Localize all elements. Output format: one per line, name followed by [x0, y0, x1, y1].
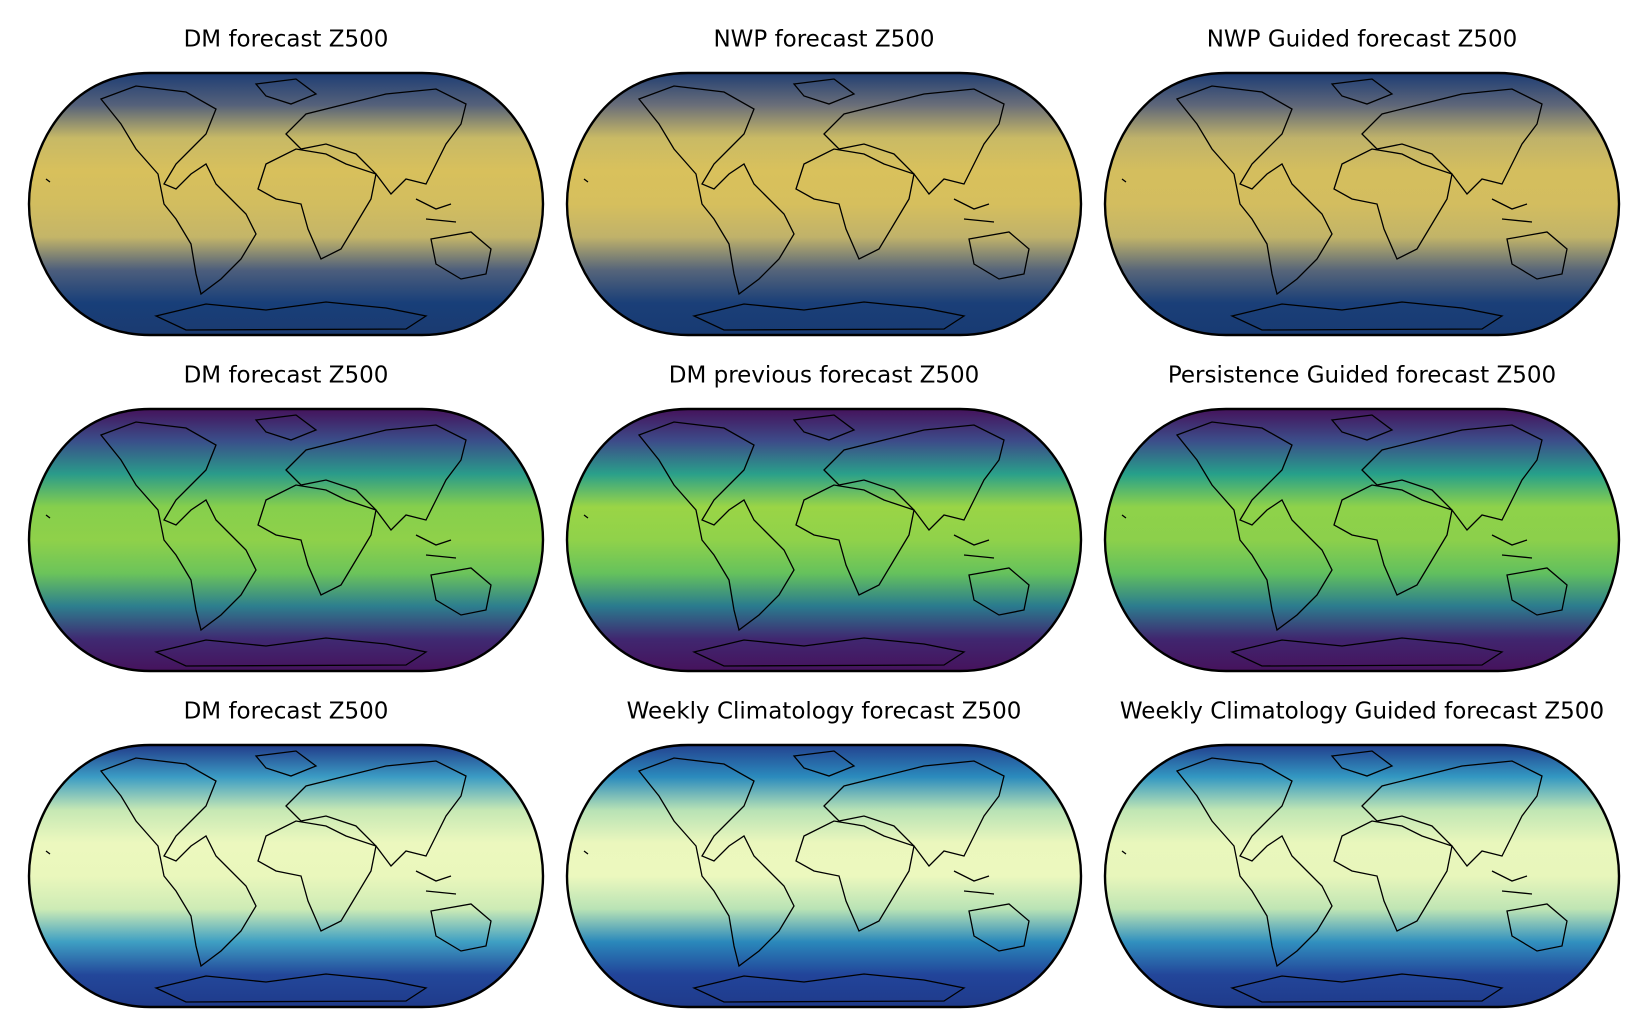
map-panel	[27, 71, 545, 337]
field	[29, 745, 543, 1007]
map-panel	[1103, 407, 1621, 673]
map-panel	[27, 743, 545, 1009]
map-frame	[1103, 743, 1621, 1009]
map-frame	[27, 407, 545, 673]
map-panel	[565, 743, 1083, 1009]
map-frame	[1103, 407, 1621, 673]
panel-title: DM forecast Z500	[184, 27, 389, 53]
field	[1105, 409, 1619, 671]
map-frame	[565, 407, 1083, 673]
map-frame	[27, 743, 545, 1009]
map-frame	[565, 71, 1083, 337]
field	[567, 73, 1081, 335]
map-frame	[1103, 71, 1621, 337]
map-panel	[565, 407, 1083, 673]
field	[1105, 745, 1619, 1007]
panel-title: NWP Guided forecast Z500	[1207, 27, 1518, 53]
panel-title: Weekly Climatology Guided forecast Z500	[1120, 699, 1604, 725]
field	[29, 73, 543, 335]
map-frame	[27, 71, 545, 337]
field	[1105, 73, 1619, 335]
field	[567, 409, 1081, 671]
panel-title: Persistence Guided forecast Z500	[1168, 363, 1556, 389]
panel-title: DM forecast Z500	[184, 699, 389, 725]
field	[29, 409, 543, 671]
map-panel	[1103, 743, 1621, 1009]
map-frame	[565, 743, 1083, 1009]
map-panel	[565, 71, 1083, 337]
panel-title: DM forecast Z500	[184, 363, 389, 389]
map-panel	[27, 407, 545, 673]
panel-title: DM previous forecast Z500	[669, 363, 980, 389]
panel-title: Weekly Climatology forecast Z500	[627, 699, 1022, 725]
panel-title: NWP forecast Z500	[713, 27, 934, 53]
field	[567, 745, 1081, 1007]
map-panel	[1103, 71, 1621, 337]
